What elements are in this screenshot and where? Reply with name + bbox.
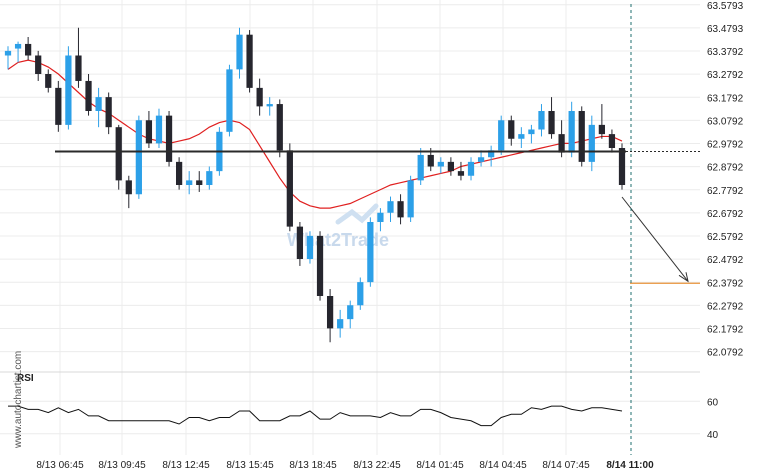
candle-body	[95, 97, 102, 111]
price-tick-label: 63.3792	[707, 47, 744, 58]
candle-body	[427, 154, 434, 167]
candle-body	[518, 134, 525, 139]
candle-body	[488, 150, 495, 158]
projection-arrowhead-icon	[678, 272, 689, 283]
candle-body	[457, 171, 465, 176]
candle-body	[316, 235, 324, 296]
candle-body	[45, 74, 52, 88]
rsi-line	[8, 405, 623, 427]
candle-body	[397, 201, 404, 218]
price-tick-label: 62.2792	[707, 301, 744, 312]
candle-body	[276, 104, 283, 151]
candle-body	[226, 69, 233, 132]
time-tick-label: 8/13 15:45	[226, 460, 274, 471]
price-tick-label: 62.4792	[707, 255, 744, 266]
candle-body	[608, 134, 616, 148]
candle-body	[266, 104, 273, 107]
candle-body	[578, 111, 585, 162]
candle-body	[528, 129, 535, 135]
candle-body	[306, 235, 314, 259]
candle-body	[286, 150, 293, 227]
candle-body	[477, 157, 485, 162]
candle-body	[538, 111, 545, 130]
candle-body	[357, 282, 364, 306]
price-tick-label: 63.0792	[707, 116, 744, 127]
candle-body	[14, 43, 22, 49]
price-tick-label: 62.6792	[707, 209, 744, 220]
candle-body	[125, 180, 132, 195]
time-tick-label: 8/13 09:45	[98, 460, 146, 471]
candle-body	[387, 201, 394, 213]
price-tick-label: 62.7792	[707, 186, 744, 197]
candle-body	[558, 134, 565, 153]
candle-body	[4, 50, 12, 56]
candle-body	[256, 87, 263, 107]
price-tick-label: 62.3792	[707, 278, 744, 289]
candle-body	[407, 180, 414, 218]
candle-body	[437, 161, 444, 167]
candle-body	[55, 87, 62, 125]
candle-body	[206, 171, 213, 185]
grid	[0, 0, 700, 455]
time-tick-label: 8/14 07:45	[542, 460, 590, 471]
time-tick-label: 8/13 12:45	[162, 460, 210, 471]
candle-body	[246, 34, 253, 88]
candle-body	[447, 161, 455, 172]
candle-body	[35, 55, 42, 74]
candle-body	[296, 226, 304, 259]
time-tick-label: 8/14 01:45	[416, 460, 464, 471]
candle-body	[377, 212, 384, 222]
candle-body	[588, 124, 595, 162]
candle-body	[498, 120, 505, 151]
candle-body	[196, 180, 203, 185]
candle-body	[417, 154, 424, 181]
candle-body	[548, 111, 555, 135]
candle-body	[145, 120, 153, 144]
price-tick-label: 62.1792	[707, 325, 744, 336]
candle-body	[618, 148, 626, 185]
price-tick-label: 62.9792	[707, 140, 744, 151]
candle-body	[85, 80, 92, 111]
price-tick-label: 62.8792	[707, 163, 744, 174]
candle-body	[175, 161, 183, 185]
candle-body	[347, 305, 354, 320]
time-tick-label: 8/13 18:45	[289, 460, 337, 471]
candle-body	[568, 111, 575, 153]
candle-body	[155, 115, 163, 144]
candle-body	[165, 115, 173, 162]
candle-body	[367, 222, 374, 283]
price-tick-label: 63.1792	[707, 93, 744, 104]
price-tick-label: 63.2792	[707, 70, 744, 81]
watermark-side-text: www.autochartist.com	[13, 351, 24, 449]
candle-body	[25, 43, 32, 56]
candle-body	[467, 161, 475, 176]
candle-body	[115, 127, 122, 181]
candle-body	[236, 34, 243, 70]
rsi-title: RSI	[17, 373, 34, 384]
candle-body	[65, 55, 72, 125]
rsi-tick-label: 60	[707, 397, 719, 408]
rsi-tick-label: 40	[707, 430, 719, 441]
candle-body	[326, 296, 334, 329]
candle-body	[105, 97, 112, 128]
candle-body	[598, 124, 605, 135]
time-tick-label: 8/14 04:45	[479, 460, 527, 471]
candle-body	[186, 180, 193, 185]
candle-body	[75, 55, 82, 81]
time-tick-label: 8/13 06:45	[36, 460, 84, 471]
price-tick-label: 63.4793	[707, 24, 744, 35]
time-tick-label: 8/13 22:45	[353, 460, 401, 471]
time-tick-label: 8/14 11:00	[606, 460, 654, 471]
price-tick-label: 63.5793	[707, 1, 744, 12]
candle-body	[337, 319, 344, 329]
projection-arrow-line	[621, 196, 689, 282]
price-tick-label: 62.5792	[707, 232, 744, 243]
watermark-arrow-icon	[335, 203, 379, 225]
candle-body	[135, 120, 142, 195]
price-tick-label: 62.0792	[707, 348, 744, 359]
candle-body	[508, 120, 515, 139]
